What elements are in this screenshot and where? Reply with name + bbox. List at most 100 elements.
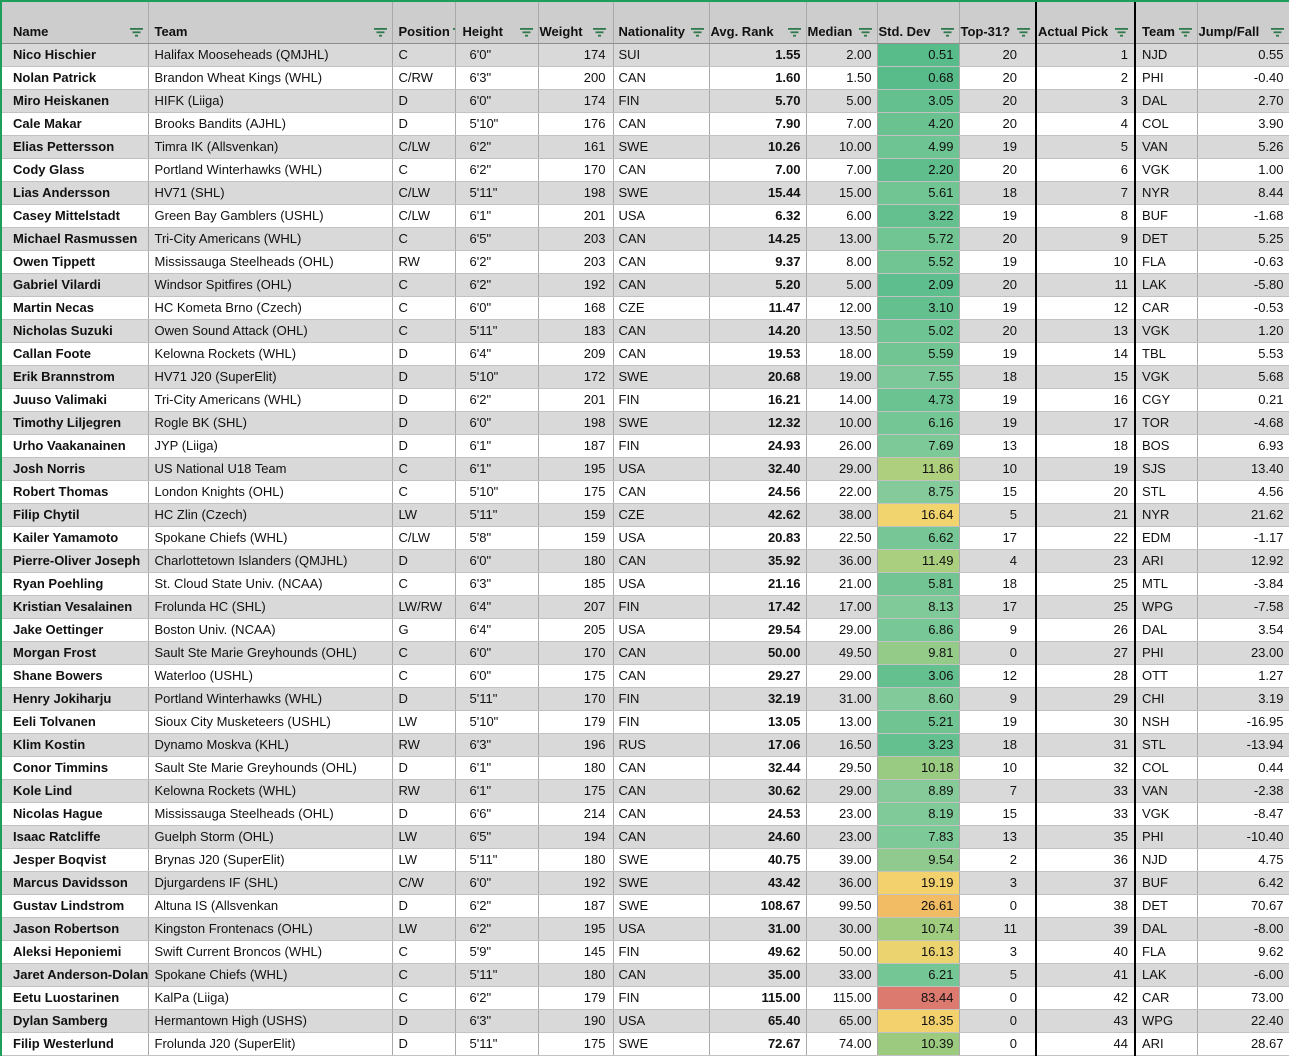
cell-median[interactable]: 13.50 [806,319,878,343]
cell-team[interactable]: Brandon Wheat Kings (WHL) [148,66,393,90]
cell-weight[interactable]: 180 [538,549,614,573]
cell-jump_fall[interactable]: 4.56 [1197,480,1289,504]
cell-top31[interactable]: 17 [959,595,1037,619]
cell-team[interactable]: US National U18 Team [148,457,393,481]
cell-nationality[interactable]: CAN [613,273,710,297]
cell-nhl_team[interactable]: TBL [1135,342,1198,366]
cell-team[interactable]: Timra IK (Allsvenkan) [148,135,393,159]
cell-actual_pick[interactable]: 36 [1035,848,1136,872]
cell-nationality[interactable]: CZE [613,503,710,527]
cell-jump_fall[interactable]: -1.17 [1197,526,1289,550]
cell-top31[interactable]: 18 [959,365,1037,389]
cell-actual_pick[interactable]: 19 [1035,457,1136,481]
cell-weight[interactable]: 159 [538,503,614,527]
cell-position[interactable]: C [392,641,456,665]
cell-median[interactable]: 10.00 [806,135,878,159]
cell-team[interactable]: Hermantown High (USHS) [148,1009,393,1033]
cell-team[interactable]: Charlottetown Islanders (QMJHL) [148,549,393,573]
cell-top31[interactable]: 2 [959,848,1037,872]
cell-nationality[interactable]: USA [613,1009,710,1033]
cell-avg_rank[interactable]: 35.00 [709,963,807,987]
cell-position[interactable]: C/RW [392,66,456,90]
cell-weight[interactable]: 201 [538,388,614,412]
cell-top31[interactable]: 18 [959,733,1037,757]
cell-nhl_team[interactable]: NJD [1135,848,1198,872]
cell-weight[interactable]: 209 [538,342,614,366]
cell-position[interactable]: D [392,802,456,826]
cell-median[interactable]: 38.00 [806,503,878,527]
cell-nationality[interactable]: CAN [613,641,710,665]
filter-icon[interactable] [787,27,801,37]
cell-height[interactable]: 6'1" [455,204,539,228]
cell-jump_fall[interactable]: 5.53 [1197,342,1289,366]
cell-team[interactable]: Brynas J20 (SuperElit) [148,848,393,872]
cell-name[interactable]: Marcus Davidsson [0,871,149,895]
cell-median[interactable]: 15.00 [806,181,878,205]
cell-actual_pick[interactable]: 20 [1035,480,1136,504]
cell-actual_pick[interactable]: 11 [1035,273,1136,297]
cell-height[interactable]: 6'2" [455,986,539,1010]
cell-median[interactable]: 13.00 [806,710,878,734]
cell-weight[interactable]: 175 [538,480,614,504]
cell-height[interactable]: 6'2" [455,273,539,297]
cell-name[interactable]: Nico Hischier [0,43,149,67]
cell-top31[interactable]: 19 [959,135,1037,159]
cell-height[interactable]: 6'2" [455,388,539,412]
cell-median[interactable]: 26.00 [806,434,878,458]
cell-name[interactable]: Eeli Tolvanen [0,710,149,734]
cell-height[interactable]: 6'5" [455,227,539,251]
cell-avg_rank[interactable]: 24.53 [709,802,807,826]
cell-jump_fall[interactable]: 9.62 [1197,940,1289,964]
cell-avg_rank[interactable]: 115.00 [709,986,807,1010]
cell-nationality[interactable]: FIN [613,89,710,113]
cell-position[interactable]: C [392,986,456,1010]
cell-avg_rank[interactable]: 10.26 [709,135,807,159]
cell-jump_fall[interactable]: 1.27 [1197,664,1289,688]
cell-nationality[interactable]: USA [613,204,710,228]
cell-weight[interactable]: 192 [538,871,614,895]
cell-name[interactable]: Dylan Samberg [0,1009,149,1033]
cell-team[interactable]: Sault Ste Marie Greyhounds (OHL) [148,641,393,665]
cell-position[interactable]: LW [392,710,456,734]
cell-median[interactable]: 5.00 [806,273,878,297]
cell-position[interactable]: D [392,549,456,573]
cell-median[interactable]: 50.00 [806,940,878,964]
cell-height[interactable]: 6'0" [455,664,539,688]
cell-team[interactable]: HV71 J20 (SuperElit) [148,365,393,389]
cell-nhl_team[interactable]: PHI [1135,641,1198,665]
cell-weight[interactable]: 180 [538,963,614,987]
cell-team[interactable]: Green Bay Gamblers (USHL) [148,204,393,228]
cell-nhl_team[interactable]: VGK [1135,319,1198,343]
cell-top31[interactable]: 20 [959,319,1037,343]
cell-weight[interactable]: 200 [538,66,614,90]
cell-nhl_team[interactable]: DAL [1135,618,1198,642]
cell-nhl_team[interactable]: EDM [1135,526,1198,550]
cell-top31[interactable]: 20 [959,43,1037,67]
cell-team[interactable]: HIFK (Liiga) [148,89,393,113]
cell-std_dev[interactable]: 7.69 [877,434,960,458]
cell-position[interactable]: LW [392,503,456,527]
cell-height[interactable]: 6'1" [455,756,539,780]
cell-name[interactable]: Nolan Patrick [0,66,149,90]
cell-position[interactable]: C [392,227,456,251]
cell-name[interactable]: Elias Pettersson [0,135,149,159]
cell-team[interactable]: Sioux City Musketeers (USHL) [148,710,393,734]
cell-top31[interactable]: 19 [959,204,1037,228]
cell-avg_rank[interactable]: 12.32 [709,411,807,435]
cell-height[interactable]: 6'0" [455,43,539,67]
cell-nhl_team[interactable]: TOR [1135,411,1198,435]
cell-position[interactable]: RW [392,779,456,803]
cell-team[interactable]: Frolunda HC (SHL) [148,595,393,619]
cell-weight[interactable]: 174 [538,43,614,67]
cell-name[interactable]: Jesper Boqvist [0,848,149,872]
cell-weight[interactable]: 180 [538,756,614,780]
cell-std_dev[interactable]: 10.18 [877,756,960,780]
cell-position[interactable]: C/LW [392,526,456,550]
cell-height[interactable]: 5'9" [455,940,539,964]
cell-avg_rank[interactable]: 50.00 [709,641,807,665]
cell-median[interactable]: 1.50 [806,66,878,90]
cell-team[interactable]: Brooks Bandits (AJHL) [148,112,393,136]
cell-avg_rank[interactable]: 35.92 [709,549,807,573]
cell-name[interactable]: Cale Makar [0,112,149,136]
cell-nhl_team[interactable]: VAN [1135,135,1198,159]
